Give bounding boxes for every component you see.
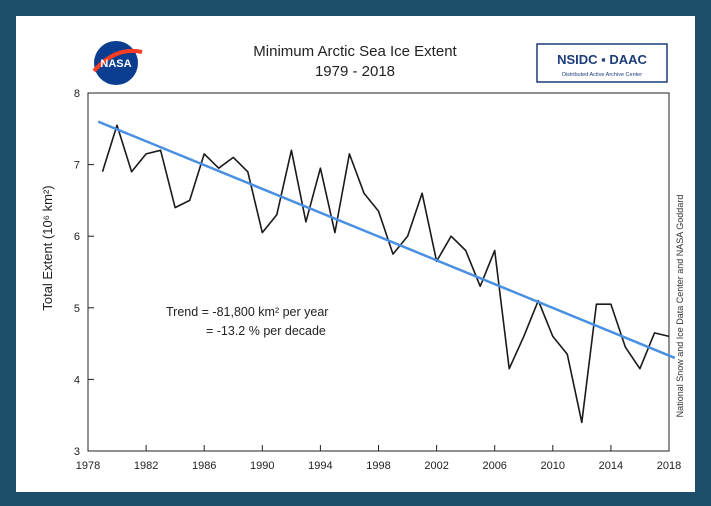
chart-frame: NASA NSIDC ▪ DAAC Distributed Active Arc… bbox=[16, 16, 695, 492]
x-axis-ticks: 1978 1982 1986 1990 1994 1998 2002 2006 2010 2014… bbox=[76, 445, 681, 472]
x-tick-label: 1990 bbox=[250, 460, 274, 472]
credit-text: National Snow and Ice Data Center and NA… bbox=[675, 195, 685, 418]
chart-title: Minimum Arctic Sea Ice Extent bbox=[253, 43, 457, 60]
chart-subtitle: 1979 - 2018 bbox=[315, 63, 395, 80]
x-tick-label: 2006 bbox=[482, 460, 506, 472]
y-axis-label: Total Extent (10⁶ km²) bbox=[40, 185, 55, 310]
nsidc-logo-text: NSIDC ▪ DAAC bbox=[557, 52, 647, 67]
trend-line bbox=[97, 120, 676, 360]
nsidc-logo-subtext: Distributed Active Archive Center bbox=[562, 72, 642, 78]
x-tick-label: 1982 bbox=[134, 460, 158, 472]
observed-extent-line bbox=[101, 124, 670, 424]
ice-extent-chart: NASA NSIDC ▪ DAAC Distributed Active Arc… bbox=[40, 41, 685, 472]
plot-area bbox=[87, 92, 670, 452]
y-tick-label: 8 bbox=[74, 88, 80, 100]
y-tick-label: 7 bbox=[74, 160, 80, 172]
x-tick-label: 2018 bbox=[657, 460, 681, 472]
y-tick-label: 3 bbox=[74, 446, 80, 458]
nasa-logo: NASA bbox=[92, 41, 143, 85]
y-tick-label: 4 bbox=[74, 374, 80, 386]
trend-annotation-line1: Trend = -81,800 km² per year bbox=[166, 305, 328, 319]
trend-annotation-line2: = -13.2 % per decade bbox=[206, 324, 326, 338]
y-axis-ticks: 3 4 5 6 7 8 bbox=[74, 88, 94, 458]
y-tick-label: 6 bbox=[74, 231, 80, 243]
x-tick-label: 2010 bbox=[541, 460, 565, 472]
series-group bbox=[97, 120, 676, 424]
y-tick-label: 5 bbox=[74, 303, 80, 315]
x-tick-label: 1998 bbox=[366, 460, 390, 472]
nasa-logo-text: NASA bbox=[100, 58, 131, 70]
x-tick-label: 1994 bbox=[308, 460, 332, 472]
nsidc-daac-logo: NSIDC ▪ DAAC Distributed Active Archive … bbox=[536, 43, 668, 83]
x-tick-label: 1978 bbox=[76, 460, 100, 472]
x-tick-label: 2014 bbox=[599, 460, 623, 472]
x-tick-label: 1986 bbox=[192, 460, 216, 472]
x-tick-label: 2002 bbox=[424, 460, 448, 472]
